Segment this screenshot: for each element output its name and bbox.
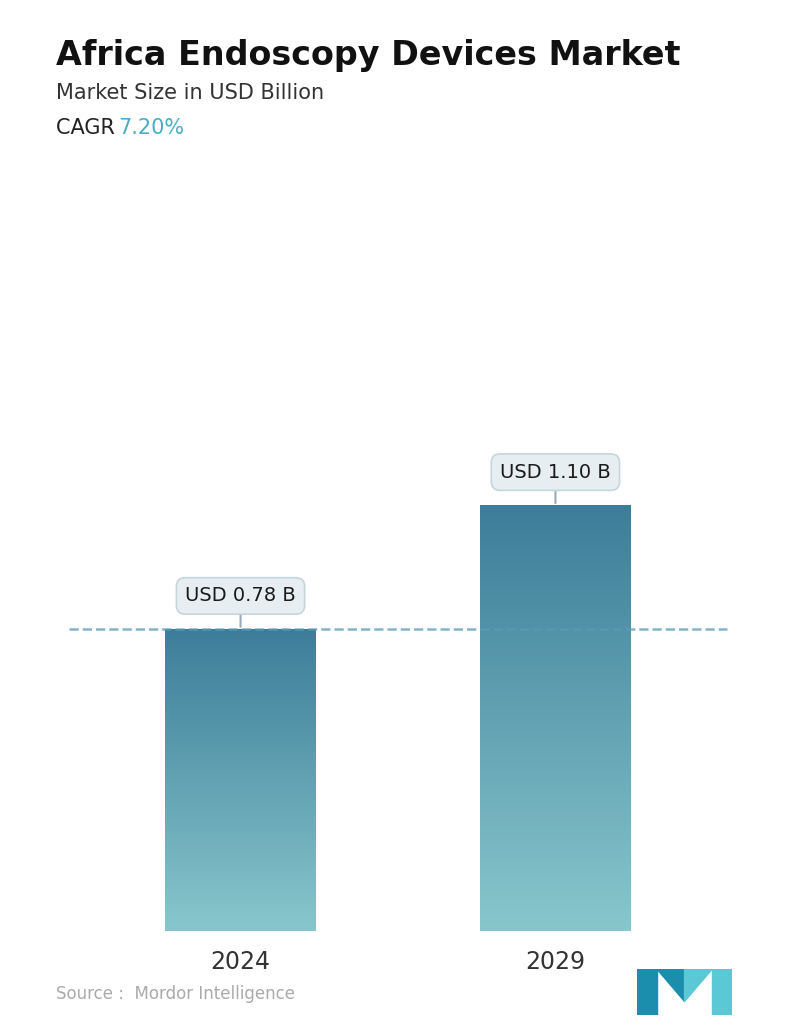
Text: 7.20%: 7.20% — [118, 118, 184, 138]
Text: CAGR: CAGR — [56, 118, 121, 138]
Polygon shape — [637, 969, 657, 1015]
Polygon shape — [685, 969, 712, 1001]
Text: Africa Endoscopy Devices Market: Africa Endoscopy Devices Market — [56, 39, 681, 72]
Text: USD 1.10 B: USD 1.10 B — [500, 462, 611, 504]
Polygon shape — [657, 969, 685, 1001]
Text: Source :  Mordor Intelligence: Source : Mordor Intelligence — [56, 985, 295, 1003]
Text: Market Size in USD Billion: Market Size in USD Billion — [56, 83, 324, 102]
Polygon shape — [712, 969, 732, 1015]
Text: USD 0.78 B: USD 0.78 B — [185, 586, 296, 627]
